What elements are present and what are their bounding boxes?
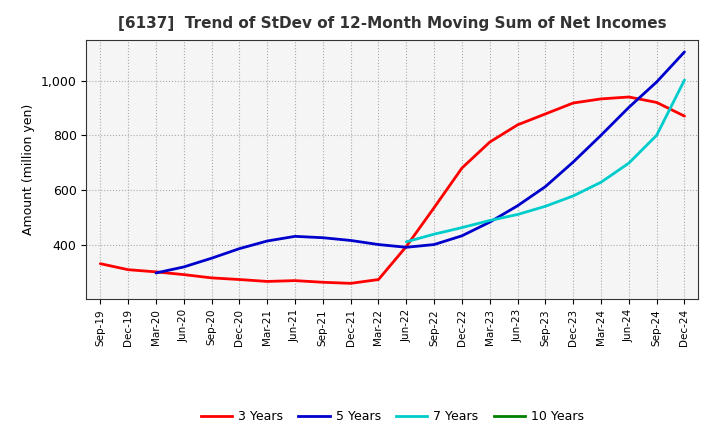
5 Years xyxy=(374,242,383,247)
5 Years xyxy=(541,184,550,189)
3 Years xyxy=(235,277,243,282)
3 Years xyxy=(124,267,132,272)
7 Years xyxy=(597,180,606,185)
3 Years xyxy=(597,96,606,102)
5 Years xyxy=(346,238,355,243)
7 Years xyxy=(485,218,494,223)
7 Years xyxy=(680,77,689,83)
3 Years xyxy=(374,277,383,282)
5 Years xyxy=(652,79,661,84)
5 Years xyxy=(485,220,494,225)
5 Years xyxy=(402,245,410,250)
7 Years xyxy=(652,132,661,138)
5 Years xyxy=(513,203,522,209)
5 Years xyxy=(263,238,271,244)
3 Years xyxy=(458,165,467,171)
7 Years xyxy=(624,161,633,166)
Line: 5 Years: 5 Years xyxy=(156,52,685,273)
3 Years xyxy=(291,278,300,283)
5 Years xyxy=(680,49,689,55)
7 Years xyxy=(430,231,438,237)
3 Years xyxy=(485,139,494,145)
Line: 7 Years: 7 Years xyxy=(406,80,685,242)
5 Years xyxy=(624,105,633,110)
3 Years xyxy=(402,244,410,249)
Title: [6137]  Trend of StDev of 12-Month Moving Sum of Net Incomes: [6137] Trend of StDev of 12-Month Moving… xyxy=(118,16,667,32)
5 Years xyxy=(597,132,606,138)
3 Years xyxy=(513,122,522,128)
5 Years xyxy=(430,242,438,247)
5 Years xyxy=(207,256,216,261)
5 Years xyxy=(179,264,188,270)
5 Years xyxy=(569,159,577,165)
3 Years xyxy=(346,281,355,286)
5 Years xyxy=(291,234,300,239)
3 Years xyxy=(152,269,161,275)
3 Years xyxy=(652,100,661,105)
3 Years xyxy=(207,275,216,281)
Legend: 3 Years, 5 Years, 7 Years, 10 Years: 3 Years, 5 Years, 7 Years, 10 Years xyxy=(196,405,589,428)
3 Years xyxy=(263,279,271,284)
3 Years xyxy=(624,94,633,99)
Y-axis label: Amount (million yen): Amount (million yen) xyxy=(22,104,35,235)
3 Years xyxy=(179,272,188,277)
3 Years xyxy=(541,111,550,117)
5 Years xyxy=(235,246,243,251)
7 Years xyxy=(541,204,550,209)
3 Years xyxy=(680,114,689,119)
5 Years xyxy=(152,270,161,275)
7 Years xyxy=(402,239,410,245)
3 Years xyxy=(569,100,577,106)
7 Years xyxy=(458,225,467,230)
3 Years xyxy=(96,261,104,266)
Line: 3 Years: 3 Years xyxy=(100,97,685,283)
7 Years xyxy=(513,212,522,217)
3 Years xyxy=(318,279,327,285)
3 Years xyxy=(430,205,438,210)
5 Years xyxy=(458,233,467,238)
7 Years xyxy=(569,193,577,198)
5 Years xyxy=(318,235,327,240)
